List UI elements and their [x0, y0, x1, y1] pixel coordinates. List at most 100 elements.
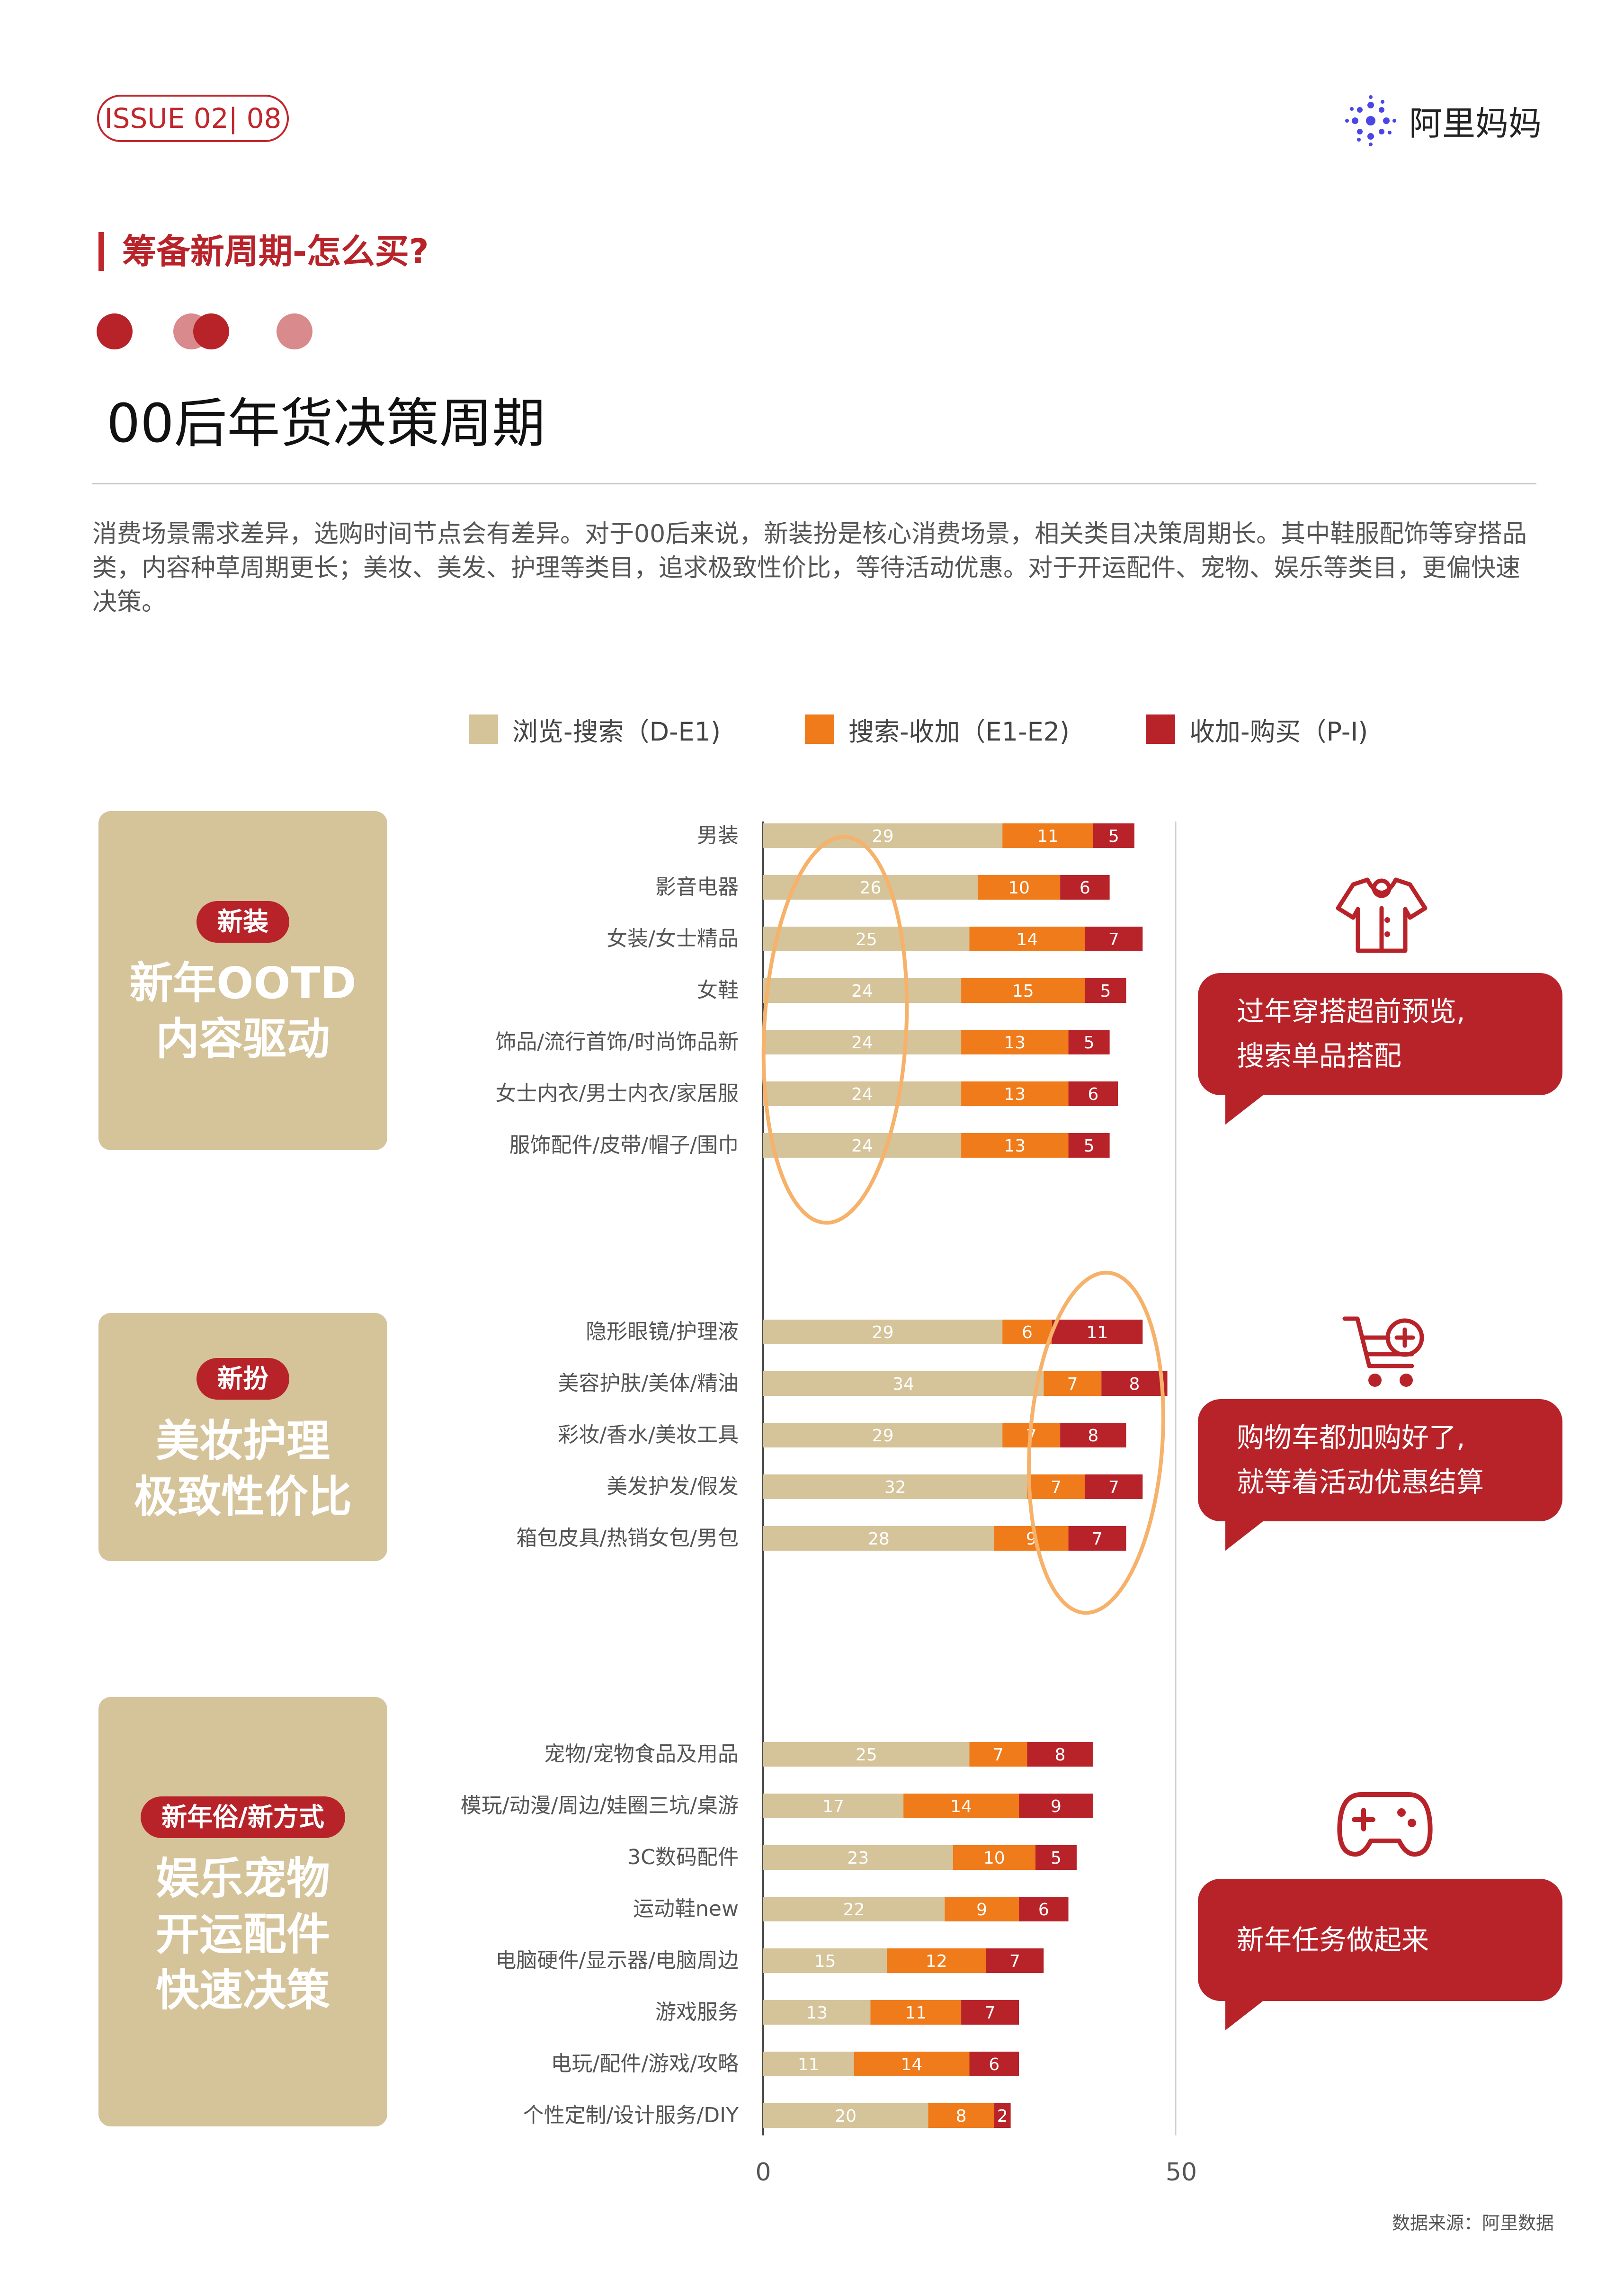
panel-pill: 新年俗/新方式	[141, 1796, 345, 1838]
highlight-ellipse	[761, 835, 909, 1225]
data-label: 8	[1055, 1745, 1066, 1765]
panel-new-look: 新扮 美妆护理 极致性价比	[98, 1313, 387, 1561]
bar-segment	[763, 1423, 1003, 1447]
category-label: 个性定制/设计服务/DIY	[523, 2103, 739, 2127]
source-note: 数据来源：阿里数据	[1392, 2213, 1554, 2233]
bar-segment	[1068, 1526, 1126, 1551]
title-divider	[92, 483, 1536, 484]
legend-label: 搜索-收加（E1-E2)	[848, 716, 1070, 747]
gamepad-icon	[1337, 1792, 1433, 1857]
data-label: 29	[872, 1426, 894, 1446]
data-label: 15	[814, 1952, 836, 1971]
data-label: 25	[856, 1745, 877, 1765]
decor-dot	[193, 313, 229, 349]
bar-segment	[1002, 823, 1093, 848]
panel-new-outfit: 新装 新年OOTD 内容驱动	[98, 811, 387, 1150]
bar-segment	[994, 2103, 1011, 2128]
legend-item-purchase: 收加-购买（P-I)	[1146, 710, 1368, 748]
data-label: 24	[851, 1136, 873, 1156]
category-label: 3C数码配件	[627, 1845, 739, 1869]
page-title: 00后年货决策周期	[107, 393, 545, 455]
data-label: 17	[822, 1797, 844, 1816]
data-label: 34	[892, 1375, 914, 1394]
category-label: 宠物/宠物食品及用品	[544, 1742, 739, 1766]
bar-segment	[763, 1742, 970, 1767]
bar-segment	[763, 2000, 871, 2025]
bar-segment	[1101, 1371, 1168, 1396]
bar-segment	[763, 1030, 962, 1054]
category-label: 游戏服务	[655, 2000, 739, 2024]
panel-text-line: 内容驱动	[155, 1014, 330, 1064]
bar-segment	[763, 1526, 994, 1551]
bar-segment	[763, 1081, 962, 1106]
bar-segment	[1052, 1320, 1143, 1344]
callout-line: 新年任务做起来	[1237, 1924, 1429, 1956]
brand-name: 阿里妈妈	[1409, 104, 1542, 143]
data-label: 25	[856, 930, 877, 949]
data-label: 20	[835, 2107, 857, 2126]
bar-segment	[1027, 1742, 1093, 1767]
x-tick-label: 0	[755, 2158, 771, 2187]
section-title: 筹备新周期-怎么买?	[122, 232, 429, 271]
legend-label: 收加-购买（P-I)	[1189, 716, 1368, 747]
data-label: 7	[985, 2003, 996, 2023]
alimama-logo-icon	[1345, 95, 1396, 146]
data-label: 26	[860, 878, 882, 898]
bar-segment	[763, 1320, 1003, 1344]
data-label: 6	[1080, 878, 1090, 898]
category-label: 运动鞋new	[633, 1897, 739, 1921]
issue-badge: ISSUE 02| 08	[97, 95, 289, 142]
data-label: 11	[1087, 1323, 1108, 1342]
data-label: 29	[872, 827, 894, 846]
data-label: 28	[868, 1529, 890, 1549]
highlight-ellipse	[1027, 1270, 1165, 1615]
data-label: 10	[983, 1849, 1005, 1868]
data-label: 15	[1012, 982, 1034, 1001]
legend-swatch	[805, 714, 834, 744]
shirt-icon	[1336, 877, 1428, 953]
bar-segment	[1060, 1423, 1126, 1447]
callout-tail	[1225, 1091, 1268, 1125]
data-label: 9	[1051, 1797, 1062, 1816]
data-label: 8	[1088, 1426, 1098, 1446]
panel-text-line: 开运配件	[155, 1909, 330, 1960]
data-label: 6	[989, 2055, 999, 2074]
bar-segment	[1019, 1897, 1069, 1921]
decor-dot	[277, 313, 312, 349]
bar-segment	[763, 2052, 854, 2076]
data-label: 7	[993, 1745, 1004, 1765]
bar-segment	[928, 2103, 994, 2128]
category-label: 女鞋	[697, 978, 739, 1002]
panel-text-line: 美妆护理	[155, 1416, 330, 1466]
brand-logo: 阿里妈妈	[1345, 90, 1542, 152]
bar-segment	[961, 978, 1085, 1003]
legend-swatch	[1146, 714, 1175, 744]
data-label: 24	[851, 1033, 873, 1053]
data-label: 6	[1022, 1323, 1033, 1342]
legend-item-browse: 浏览-搜索（D-E1)	[469, 710, 721, 748]
bar-segment	[961, 1081, 1069, 1106]
bar-segment	[1019, 1794, 1093, 1818]
bar-segment	[961, 1030, 1069, 1054]
data-label: 8	[1129, 1375, 1140, 1394]
data-label: 24	[851, 982, 873, 1001]
category-label: 美容护肤/美体/精油	[558, 1371, 739, 1395]
bar-segment	[1085, 978, 1126, 1003]
bar-segment	[1027, 1474, 1085, 1499]
category-label: 电脑硬件/显示器/电脑周边	[495, 1948, 739, 1973]
category-label: 彩妆/香水/美妆工具	[558, 1423, 739, 1447]
data-label: 11	[1037, 827, 1059, 846]
data-label: 9	[976, 1900, 987, 1920]
data-label: 7	[1108, 930, 1119, 949]
category-label: 模玩/动漫/周边/娃圈三坑/桌游	[461, 1794, 739, 1818]
data-label: 10	[1008, 878, 1030, 898]
category-label: 电玩/配件/游戏/攻略	[551, 2052, 739, 2076]
category-label: 隐形眼镜/护理液	[586, 1320, 739, 1344]
category-label: 女装/女士精品	[607, 927, 739, 951]
data-label: 5	[1100, 982, 1111, 1001]
data-label: 8	[956, 2107, 967, 2126]
bar-segment	[854, 2052, 970, 2076]
callout-cart: 购物车都加购好了, 就等着活动优惠结算	[1198, 1399, 1562, 1551]
panel-pill: 新扮	[196, 1358, 289, 1400]
